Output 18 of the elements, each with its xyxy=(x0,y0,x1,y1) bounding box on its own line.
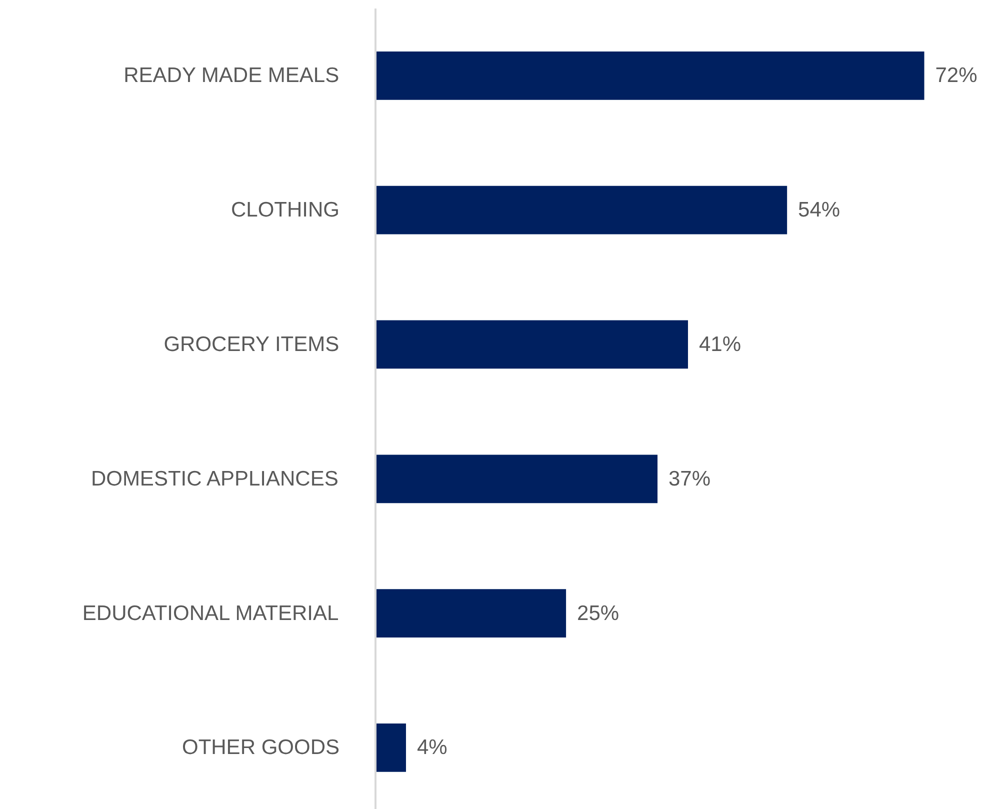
bar xyxy=(376,186,788,234)
y-tick-label: CLOTHING xyxy=(230,198,340,222)
bar xyxy=(376,454,658,504)
y-tick-label: DOMESTIC APPLIANCES xyxy=(90,467,338,490)
y-tick-label: READY MADE MEALS xyxy=(124,64,340,88)
y-tick-label: EDUCATIONAL MATERIAL xyxy=(82,602,339,625)
bar xyxy=(376,589,566,638)
y-tick-label: OTHER GOODS xyxy=(182,736,340,760)
data-label: 25% xyxy=(577,602,620,625)
data-label: 54% xyxy=(798,198,840,222)
data-label: 72% xyxy=(935,64,978,88)
data-label: 41% xyxy=(698,332,741,356)
data-label: 37% xyxy=(668,467,711,490)
y-tick-label: GROCERY ITEMS xyxy=(164,332,340,356)
bar xyxy=(376,52,924,100)
bar xyxy=(376,320,688,369)
data-label: 4% xyxy=(416,736,448,760)
bar xyxy=(376,723,406,772)
